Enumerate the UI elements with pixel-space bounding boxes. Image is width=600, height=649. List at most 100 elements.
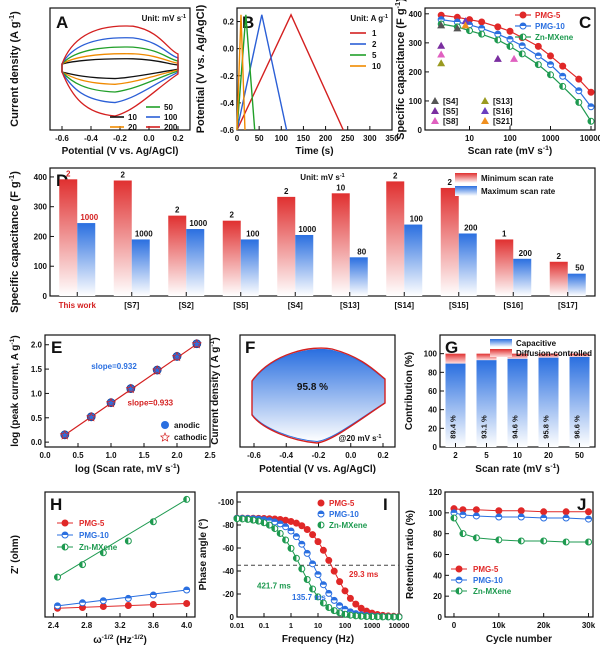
marker-fill <box>352 601 359 608</box>
superscript: -1 <box>181 14 186 20</box>
superscript: -1 <box>171 463 177 470</box>
superscript: -1 <box>209 340 216 346</box>
bar-min-label: 10 <box>336 183 345 192</box>
legend-label: 1 <box>372 29 377 38</box>
panel-letter: I <box>383 495 388 514</box>
superscript: -1 <box>377 434 382 440</box>
bar-max-label: 100 <box>410 215 424 224</box>
x-tick-label: 0.5 <box>72 451 84 460</box>
bar-max <box>404 224 423 296</box>
panel-c-ylabel: Specific capacitance (F g-1) <box>393 0 407 140</box>
marker-fill <box>315 571 321 575</box>
data-point <box>325 604 333 612</box>
x-tick-label: -0.4 <box>84 134 98 143</box>
data-point <box>575 75 583 83</box>
data-point <box>287 517 295 525</box>
marker-fill <box>379 613 383 620</box>
data-point <box>346 611 354 619</box>
legend-swatch <box>490 339 512 347</box>
fit-line <box>57 602 187 609</box>
x-tick-label: 30k <box>582 621 596 630</box>
marker-fill <box>575 87 582 91</box>
marker-fill <box>495 507 502 514</box>
data-point <box>99 597 107 605</box>
data-point <box>298 540 306 548</box>
slope-anodic: slope=0.932 <box>91 362 137 371</box>
data-point <box>585 515 593 523</box>
bar-min-label: 2 <box>175 206 180 215</box>
data-point <box>292 519 300 527</box>
data-point <box>453 18 461 26</box>
data-point <box>265 521 273 529</box>
data-point <box>587 88 595 96</box>
marker-fill <box>473 534 477 541</box>
x-tick-label: 50 <box>255 134 264 143</box>
legend-marker <box>317 521 325 529</box>
legend-marker <box>455 587 463 595</box>
data-point <box>79 604 86 612</box>
marker-fill <box>261 519 264 526</box>
data-point <box>478 18 486 26</box>
label-part: Unit: mV s <box>300 173 340 182</box>
marker-fill <box>478 18 485 25</box>
cathodic-point <box>152 365 163 375</box>
legend-label: PMG-5 <box>79 519 105 528</box>
bar-min-label: 2 <box>557 252 562 261</box>
marker-fill <box>540 537 544 544</box>
marker-fill <box>575 99 579 106</box>
data-point <box>54 573 61 581</box>
panel-letter: G <box>445 338 458 357</box>
label-part: Unit: mV s <box>142 14 182 23</box>
y-tick-label: 40 <box>433 571 442 580</box>
diffusion-bar <box>569 353 590 357</box>
data-point <box>303 549 311 557</box>
panel-h-xlabel: ω-1/2 (Hz-1/2) <box>93 634 147 646</box>
fit-line <box>57 589 187 607</box>
marker-fill <box>183 586 190 590</box>
x-tick-label: 2.8 <box>81 621 93 630</box>
data-point <box>495 507 503 515</box>
data-point <box>506 27 514 35</box>
data-point <box>472 512 480 520</box>
marker-fill <box>466 16 473 23</box>
label-part: Current density (A g <box>9 22 21 127</box>
superscript: -1 <box>340 173 345 179</box>
marker-fill <box>342 611 345 618</box>
marker-fill <box>520 23 526 26</box>
marker-fill <box>318 511 324 514</box>
data-point <box>506 42 514 50</box>
marker-fill <box>535 52 542 56</box>
x-tick-label: 10 <box>513 451 522 460</box>
data-point <box>352 600 360 608</box>
legend-marker <box>519 11 527 19</box>
marker-fill <box>456 588 459 594</box>
marker-fill <box>358 605 365 612</box>
data-point <box>336 602 344 610</box>
legend-label: 100 <box>164 113 178 122</box>
data-point <box>495 536 503 544</box>
data-point <box>149 601 157 608</box>
marker-fill <box>559 73 566 77</box>
data-point <box>309 585 317 593</box>
x-tick-label: 5 <box>484 451 489 460</box>
marker-fill <box>369 613 372 620</box>
x-tick-label: 3.6 <box>148 621 160 630</box>
data-point <box>309 560 317 568</box>
legend-swatch-max <box>455 186 477 196</box>
marker-fill <box>100 597 107 601</box>
superscript: -1 <box>7 175 16 182</box>
bar-min <box>549 261 568 296</box>
superscript: -1 <box>9 338 16 344</box>
panel-d-ylabel: Specific capacitance (F g-1) <box>7 171 21 313</box>
data-point <box>562 508 570 516</box>
y-tick-label: 80 <box>433 530 442 539</box>
label-part: log (Scan rate, mV s <box>75 464 171 475</box>
marker-fill <box>150 601 157 608</box>
data-point <box>325 589 333 597</box>
x-tick-label: 1 <box>289 621 293 630</box>
x-tick-label: 200 <box>319 134 333 143</box>
panel-b-frame <box>236 7 393 131</box>
data-point <box>494 30 502 38</box>
x-tick-label: 10000 <box>389 621 410 630</box>
